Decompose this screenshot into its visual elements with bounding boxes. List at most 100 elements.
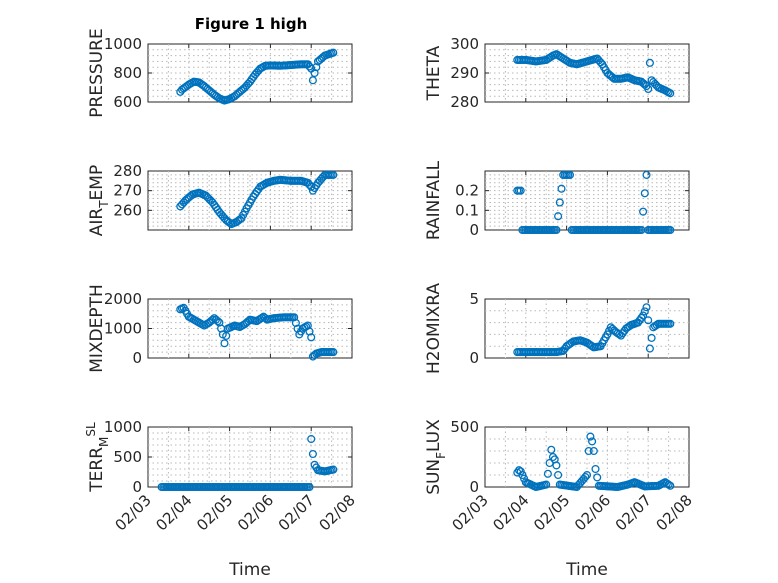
- data-point: [588, 437, 597, 446]
- y-tick-label: 1000: [104, 418, 142, 436]
- data-point: [554, 212, 563, 221]
- data-point: [639, 311, 648, 320]
- data-point: [565, 170, 575, 179]
- data-point: [645, 344, 654, 353]
- data-series: [513, 303, 675, 357]
- y-axis-label: TERRMSL: [84, 422, 111, 493]
- x-tick-label: 02/05: [193, 491, 236, 534]
- x-tick-label: 02/03: [112, 491, 155, 534]
- data-series: [176, 303, 338, 361]
- x-axis-label: Time: [228, 560, 271, 580]
- y-axis-label: H2OMIXRA: [424, 283, 444, 374]
- data-series: [176, 48, 338, 105]
- y-tick-label: 0: [469, 478, 479, 496]
- x-tick-label: 02/06: [571, 491, 614, 534]
- x-tick-label: 02/03: [449, 491, 492, 534]
- data-point: [640, 189, 649, 198]
- x-tick-label: 02/06: [234, 491, 277, 534]
- y-tick-label: 280: [450, 93, 479, 111]
- data-point: [307, 434, 316, 444]
- data-point: [666, 89, 675, 98]
- x-tick-label: 02/08: [316, 491, 359, 534]
- data-point: [586, 432, 595, 441]
- figure-title: Figure 1 high: [195, 15, 308, 33]
- y-tick-label: 600: [113, 93, 142, 111]
- data-point: [644, 84, 653, 93]
- y-tick-label: 1000: [104, 35, 142, 53]
- y-tick-label: 0: [469, 349, 479, 367]
- data-point: [329, 465, 338, 474]
- data-point: [291, 318, 300, 328]
- y-axis-label: MIXDEPTH: [87, 284, 107, 373]
- x-tick-label: 02/04: [489, 491, 532, 534]
- data-point: [547, 445, 556, 454]
- data-point: [329, 48, 338, 57]
- x-tick-label: 02/05: [530, 491, 573, 534]
- data-point: [305, 482, 314, 492]
- data-point: [543, 469, 552, 478]
- plot-area: [147, 43, 353, 103]
- y-tick-label: 5: [469, 290, 479, 308]
- data-point: [516, 186, 525, 195]
- data-series: [513, 50, 675, 98]
- data-point: [666, 481, 675, 490]
- y-tick-label: 500: [113, 448, 142, 466]
- data-point: [589, 446, 598, 456]
- data-point: [666, 225, 675, 235]
- subplot-4: 0 0.10.2 RAINFALL: [424, 160, 690, 240]
- data-series: [513, 170, 675, 235]
- data-point: [647, 333, 656, 342]
- y-tick-label: 280: [113, 162, 142, 180]
- x-tick-label: 02/08: [653, 491, 696, 534]
- x-tick-label: 02/04: [152, 491, 195, 534]
- y-tick-label: 500: [450, 418, 479, 436]
- data-point: [308, 449, 317, 459]
- y-tick-label: 0: [132, 349, 142, 367]
- y-tick-label: 300: [450, 35, 479, 53]
- y-tick-label: 0: [469, 221, 479, 239]
- data-point: [644, 316, 653, 325]
- data-point: [552, 225, 561, 235]
- data-point: [208, 315, 217, 324]
- y-tick-label: 800: [113, 64, 142, 82]
- data-point: [640, 307, 649, 316]
- data-point: [645, 58, 654, 67]
- data-point: [582, 470, 592, 480]
- data-point: [307, 333, 316, 342]
- y-axis-label: THETA: [424, 45, 444, 101]
- data-point: [557, 184, 566, 193]
- data-series: [176, 170, 338, 229]
- y-axis-label: AIRTEMP: [87, 165, 111, 236]
- y-tick-label: 0.2: [455, 182, 479, 200]
- data-point: [642, 303, 651, 312]
- data-point: [666, 319, 675, 328]
- data-point: [308, 76, 317, 85]
- data-point: [542, 480, 551, 489]
- data-point: [554, 470, 563, 480]
- data-point: [213, 317, 222, 326]
- y-tick-label: 0: [132, 478, 142, 496]
- y-axis-label: RAINFALL: [424, 160, 444, 240]
- data-series: [157, 434, 338, 492]
- data-series: [513, 432, 675, 492]
- data-point: [591, 464, 600, 474]
- y-tick-label: 1000: [104, 320, 142, 338]
- subplot-6: 0 5 H2OMIXRA: [424, 283, 690, 374]
- plot-area: [484, 43, 690, 103]
- y-axis-label: PRESSURE: [87, 28, 107, 117]
- y-tick-label: 270: [113, 182, 142, 200]
- subplot-2: 280 290 300 THETA: [424, 35, 690, 111]
- y-tick-label: 290: [450, 64, 479, 82]
- y-tick-label: 2000: [104, 290, 142, 308]
- data-point: [584, 446, 593, 456]
- data-point: [329, 348, 338, 357]
- data-point: [222, 331, 231, 340]
- data-point: [581, 472, 590, 482]
- y-axis-label: SUNFLUX: [424, 419, 448, 495]
- data-point: [664, 480, 673, 489]
